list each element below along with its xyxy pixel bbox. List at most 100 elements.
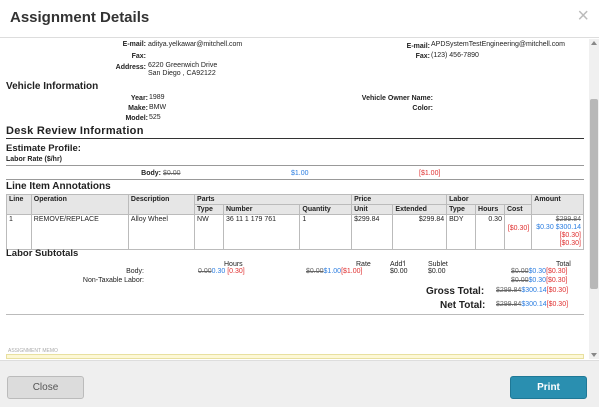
body-rate-diff: [$1.00] bbox=[419, 170, 441, 177]
net-total-cell: $299.84$300.14[$0.30] bbox=[496, 301, 568, 308]
col-part-type: Type bbox=[194, 204, 224, 215]
table-row: 1 REMOVE/REPLACE Alloy Wheel NW 36 11 1 … bbox=[6, 214, 584, 250]
row-part-type: NW bbox=[194, 214, 224, 250]
row-hours: 0.30 bbox=[475, 214, 505, 250]
labor-hours-new: 0.30 bbox=[211, 268, 226, 275]
labor-hours-diff: [0.30] bbox=[227, 268, 245, 275]
col-cost: Cost bbox=[503, 204, 533, 215]
row-labor-type: BDY bbox=[446, 214, 477, 250]
labor-rate-new: $1.00 bbox=[323, 268, 342, 275]
net-diff: [$0.30] bbox=[546, 301, 569, 308]
address-label: Address: bbox=[115, 64, 146, 71]
dialog-title: Assignment Details bbox=[10, 9, 150, 26]
gross-new: $300.14 bbox=[521, 287, 547, 294]
col-operation: Operation bbox=[30, 194, 129, 215]
col-addl-header: Add'l bbox=[390, 261, 406, 268]
nontax-old: $0.00 bbox=[511, 277, 529, 284]
labor-total-cell: $0.00$0.30[$0.30] bbox=[511, 268, 567, 275]
line-items-table: Line Operation Description Parts Price L… bbox=[6, 194, 584, 250]
color-label: Color: bbox=[412, 105, 433, 112]
col-hours: Hours bbox=[475, 204, 505, 215]
gross-diff: [$0.30] bbox=[546, 287, 569, 294]
labor-body-label: Body: bbox=[126, 268, 144, 275]
row-amount-diff2: [$0.30] bbox=[559, 240, 581, 247]
col-parts: Parts bbox=[194, 194, 353, 205]
address-line2: San Diego , CA92122 bbox=[148, 70, 216, 77]
nontax-label: Non-Taxable Labor: bbox=[82, 277, 144, 284]
col-part-number: Number bbox=[222, 204, 301, 215]
right-fax-value: (123) 456-7890 bbox=[431, 52, 479, 59]
close-button[interactable]: Close bbox=[7, 376, 84, 399]
col-labor-type: Type bbox=[446, 204, 477, 215]
labor-rate-label: Labor Rate ($/hr) bbox=[6, 156, 63, 163]
row-amount-add: $0.30 bbox=[536, 224, 554, 231]
make-label: Make: bbox=[128, 105, 148, 112]
scroll-down-icon[interactable] bbox=[591, 353, 597, 357]
print-button[interactable]: Print bbox=[510, 376, 587, 399]
body-rate-old: $0.00 bbox=[163, 170, 181, 177]
dialog-footer: Close Print bbox=[0, 360, 599, 407]
body-rate-label: Body: bbox=[141, 170, 161, 177]
content-scrollbar[interactable] bbox=[589, 39, 599, 359]
col-quantity: Quantity bbox=[299, 204, 353, 215]
year-value: 1989 bbox=[149, 94, 165, 101]
col-description: Description bbox=[127, 194, 196, 215]
desk-review-heading: Desk Review Information bbox=[6, 125, 144, 137]
table-sub-header: Type Number Quantity Unit Extended Type … bbox=[7, 204, 584, 215]
labor-hours-old: 0.00 bbox=[198, 268, 212, 275]
scroll-up-icon[interactable] bbox=[591, 41, 597, 45]
net-total-label: Net Total: bbox=[440, 300, 486, 311]
labor-addl-value: $0.00 bbox=[390, 268, 408, 275]
row-amount-new: $300.14 bbox=[555, 224, 581, 231]
annotations-heading: Line Item Annotations bbox=[6, 181, 111, 192]
dialog-content[interactable]: E-mail: aditya.yelkawar@mitchell.com Fax… bbox=[0, 39, 589, 359]
row-cost-diff: [$0.30] bbox=[507, 225, 530, 232]
col-price: Price bbox=[351, 194, 448, 205]
row-line: 1 bbox=[6, 214, 32, 250]
net-new: $300.14 bbox=[521, 301, 547, 308]
estimate-profile-heading: Estimate Profile: bbox=[6, 143, 81, 154]
body-rate-new: $1.00 bbox=[291, 170, 309, 177]
row-part-number: 36 11 1 179 761 bbox=[222, 214, 301, 250]
labor-total-old: $0.00 bbox=[511, 268, 529, 275]
nontax-new: $0.30 bbox=[528, 277, 547, 284]
gross-total-cell: $299.84$300.14[$0.30] bbox=[496, 287, 568, 294]
labor-rate-diff: [$1.00] bbox=[341, 268, 363, 275]
row-quantity: 1 bbox=[299, 214, 353, 250]
table-group-header: Line Operation Description Parts Price L… bbox=[6, 194, 584, 215]
row-cost-cell: [$0.30] bbox=[503, 214, 533, 250]
col-total-header: Total bbox=[556, 261, 571, 268]
row-amount-cell: $299.84 $0.30 $300.14 [$0.30] [$0.30] bbox=[531, 214, 584, 250]
row-amount-diff1: [$0.30] bbox=[559, 232, 581, 239]
email-label: E-mail: bbox=[122, 41, 146, 48]
right-email-value: APDSystemTestEngineering@mitchell.com bbox=[431, 41, 565, 48]
gross-total-label: Gross Total: bbox=[426, 286, 485, 297]
row-amount-old: $299.84 bbox=[555, 216, 581, 223]
net-old: $299.84 bbox=[496, 301, 522, 308]
close-icon[interactable]: × bbox=[577, 5, 589, 27]
address-line1: 6220 Greenwich Drive bbox=[148, 62, 218, 69]
nontax-diff: [$0.30] bbox=[546, 277, 568, 284]
model-label: Model: bbox=[125, 115, 148, 122]
col-unit: Unit bbox=[351, 204, 394, 215]
labor-rate-old: $0.00 bbox=[306, 268, 324, 275]
owner-label: Vehicle Owner Name: bbox=[361, 95, 433, 102]
col-labor: Labor bbox=[446, 194, 533, 205]
col-extended: Extended bbox=[392, 204, 448, 215]
make-value: BMW bbox=[149, 104, 167, 111]
labor-rate-cell: $0.00$1.00[$1.00] bbox=[306, 268, 362, 275]
email-value: aditya.yelkawar@mitchell.com bbox=[148, 41, 243, 48]
memo-box bbox=[6, 354, 584, 359]
section-divider bbox=[6, 138, 584, 139]
labor-rate-divider bbox=[6, 165, 584, 166]
nontax-total-cell: $0.00$0.30[$0.30] bbox=[511, 277, 567, 284]
col-line: Line bbox=[6, 194, 32, 215]
col-amount: Amount bbox=[531, 194, 584, 215]
scrollbar-thumb[interactable] bbox=[590, 99, 598, 289]
labor-hours-cell: 0.000.30 [0.30] bbox=[198, 268, 245, 275]
row-extended: $299.84 bbox=[392, 214, 448, 250]
fax-label: Fax: bbox=[131, 53, 146, 60]
year-label: Year: bbox=[130, 95, 148, 102]
col-rate-header: Rate bbox=[356, 261, 371, 268]
totals-divider bbox=[6, 314, 584, 315]
